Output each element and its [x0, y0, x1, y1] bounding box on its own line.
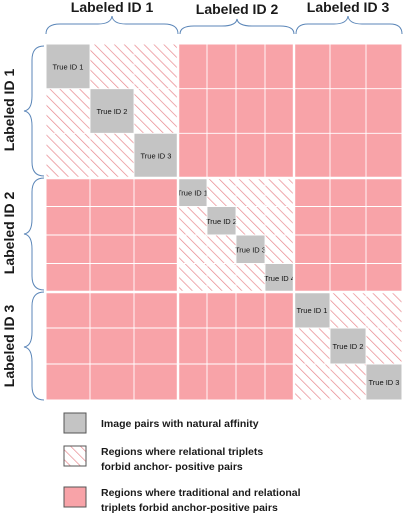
true-id-cell	[90, 88, 134, 134]
legend-text-traditional-line-2: triplets forbid anchor-positive pairs	[101, 502, 278, 514]
matrix-border	[45, 43, 403, 401]
legend-text-natural-line-1: Image pairs with natural affinity	[101, 418, 259, 430]
legend-text-relational-line-1: Regions where relational triplets	[101, 446, 263, 458]
true-id-cell	[46, 44, 90, 89]
true-id-label: True ID 1	[177, 188, 208, 197]
true-id-label: True ID 3	[235, 245, 266, 254]
legend-swatch-natural	[63, 412, 87, 434]
legend-swatch-traditional	[63, 486, 87, 508]
row-brace-2	[23, 177, 45, 291]
legend-text-traditional-line-1: Regions where traditional and relational	[101, 487, 301, 499]
column-brace-3	[295, 15, 403, 35]
true-id-label: True ID 1	[297, 306, 328, 315]
true-id-label: True ID 2	[97, 107, 128, 116]
column-brace-1	[45, 15, 179, 35]
row-label-2: Labeled ID 2	[1, 192, 17, 275]
row-brace-1	[23, 45, 45, 177]
true-id-cell	[134, 133, 178, 178]
affinity-matrix: True ID 1 True ID 2 True ID 3 True ID 1 True…	[45, 43, 403, 401]
row-label-3: Labeled ID 3	[1, 305, 17, 388]
row-brace-3	[23, 291, 45, 401]
row-label-1: Labeled ID 1	[1, 69, 17, 152]
column-brace-2	[179, 18, 295, 35]
legend-swatch-relational	[63, 445, 87, 467]
true-id-cell	[330, 328, 366, 364]
true-id-cell	[294, 292, 330, 328]
column-label-1: Labeled ID 1	[71, 0, 154, 15]
legend: Image pairs with natural affinity Region…	[63, 412, 301, 514]
true-id-cell	[178, 178, 207, 207]
true-id-cell	[207, 206, 236, 235]
true-id-label: True ID 2	[333, 342, 364, 351]
true-id-label: True ID 1	[53, 62, 84, 71]
column-label-2: Labeled ID 2	[196, 1, 279, 17]
true-id-cell	[366, 364, 402, 400]
legend-text-relational-line-2: forbid anchor- positive pairs	[101, 461, 243, 473]
true-id-cell	[236, 235, 265, 264]
true-id-label: True ID 4	[264, 274, 295, 283]
true-id-label: True ID 3	[369, 378, 400, 387]
true-id-label: True ID 2	[206, 217, 237, 226]
true-id-label: True ID 3	[141, 152, 172, 161]
column-label-3: Labeled ID 3	[307, 0, 390, 15]
true-id-cell	[265, 263, 294, 292]
